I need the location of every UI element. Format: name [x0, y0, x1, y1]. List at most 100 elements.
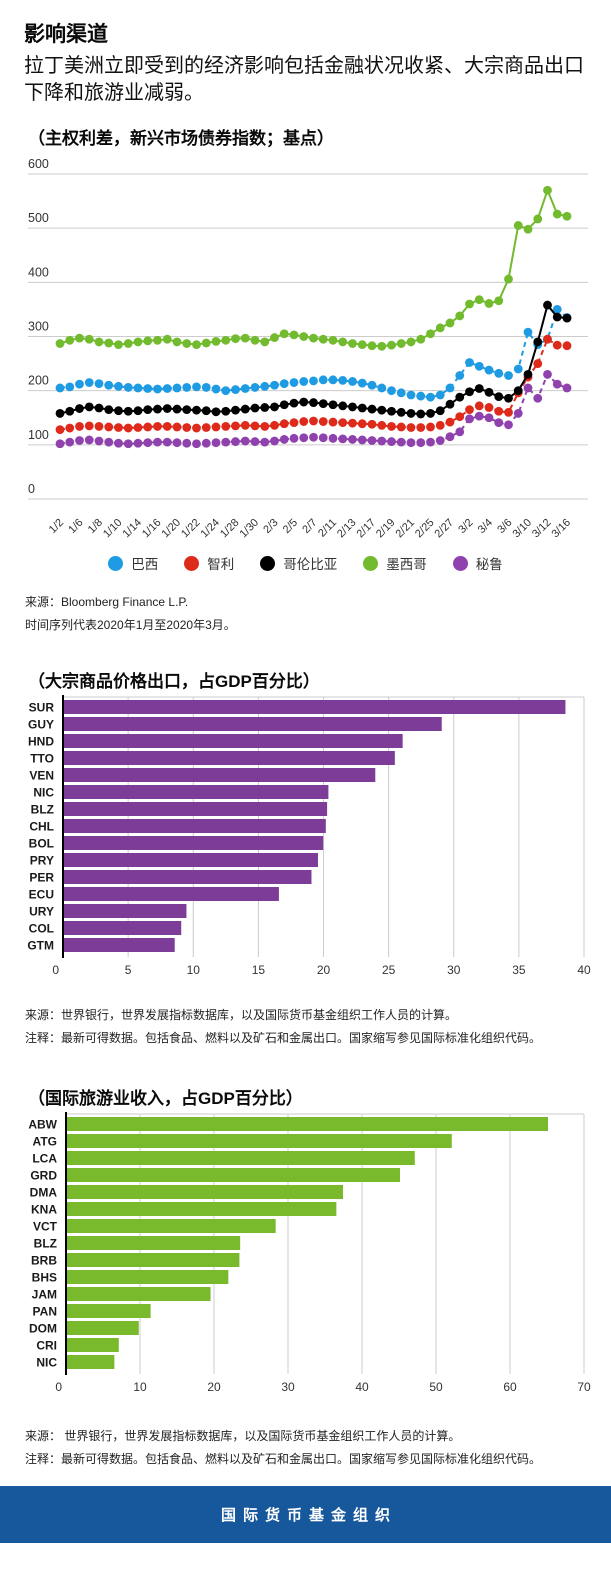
- data-point: [474, 361, 484, 371]
- data-point: [387, 437, 396, 446]
- data-point: [484, 387, 494, 397]
- bar-LCA: [67, 1151, 415, 1165]
- data-point: [328, 400, 338, 410]
- data-point: [367, 341, 377, 351]
- data-point: [533, 214, 543, 224]
- data-point: [153, 437, 162, 447]
- data-point: [416, 409, 426, 419]
- legend-dot: [184, 555, 200, 571]
- data-point: [182, 405, 192, 415]
- x-tick-label: 1/30: [237, 517, 261, 541]
- data-point: [231, 385, 240, 394]
- data-point: [299, 397, 309, 407]
- data-point: [474, 384, 484, 393]
- data-point: [416, 438, 426, 448]
- legend-item-秘鲁: 秘鲁: [452, 553, 503, 573]
- x-tick-label: 1/6: [66, 517, 85, 536]
- data-point: [328, 335, 338, 345]
- x-tick-label: 2/11: [316, 517, 339, 540]
- data-point: [406, 337, 416, 347]
- category-label-NIC: NIC: [33, 786, 54, 800]
- x-tick-label: 30: [447, 963, 461, 977]
- data-point: [123, 439, 133, 449]
- x-tick-label: 1/10: [101, 517, 125, 541]
- x-tick-label: 2/27: [432, 517, 456, 541]
- data-point: [182, 438, 192, 448]
- data-point: [367, 404, 377, 414]
- data-point: [123, 423, 133, 433]
- x-tick-label: 5: [125, 963, 132, 977]
- data-point: [328, 433, 338, 443]
- x-tick-label: 0: [52, 963, 59, 977]
- y-tick-label: 300: [28, 320, 49, 334]
- data-point: [123, 406, 133, 416]
- x-tick-label: 2/25: [413, 517, 437, 541]
- data-point: [260, 403, 270, 412]
- data-point: [455, 392, 465, 402]
- x-tick-label: 3/12: [530, 517, 554, 541]
- data-point: [357, 378, 367, 388]
- data-point: [367, 436, 377, 445]
- data-point: [338, 434, 348, 444]
- x-tick-label: 3/4: [476, 517, 495, 536]
- data-point: [182, 423, 192, 432]
- tourism-chart-heading: （国际旅游业收入，占GDP百分比）: [28, 1089, 303, 1108]
- data-point: [260, 337, 270, 347]
- data-point: [75, 333, 84, 343]
- data-point: [435, 406, 445, 416]
- data-point: [357, 435, 367, 445]
- x-tick-label: 15: [252, 963, 266, 977]
- data-point: [396, 339, 406, 348]
- data-point: [465, 414, 474, 424]
- bar-VCT: [67, 1219, 276, 1233]
- data-point: [240, 404, 250, 414]
- data-point: [182, 383, 192, 392]
- data-point: [231, 405, 240, 415]
- data-point: [543, 334, 552, 344]
- bar-GTM: [64, 938, 175, 952]
- category-label-GRD: GRD: [30, 1169, 57, 1183]
- data-point: [104, 380, 114, 390]
- line-chart-legend: 巴西 智利 哥伦比亚 墨西哥 秘鲁: [0, 551, 611, 575]
- data-point: [396, 407, 406, 417]
- data-point: [299, 332, 309, 341]
- data-point: [270, 402, 279, 412]
- data-point: [279, 400, 289, 410]
- legend-dot: [260, 555, 276, 571]
- source-line: 来源：Bloomberg Finance L.P.: [25, 595, 189, 609]
- data-point: [240, 333, 250, 343]
- y-tick-label: 100: [28, 428, 49, 442]
- data-point: [192, 439, 201, 449]
- legend-item-墨西哥: 墨西哥: [363, 553, 427, 573]
- data-point: [338, 375, 348, 385]
- data-point: [279, 435, 289, 444]
- data-point: [143, 438, 153, 448]
- data-point: [289, 378, 299, 387]
- note-line: 注释：最新可得数据。包括食品、燃料以及矿石和金属出口。国家缩写参见国际标准化组织…: [25, 1031, 542, 1045]
- data-point: [84, 435, 94, 445]
- data-point: [543, 300, 552, 310]
- note-line: 注释：最新可得数据。包括食品、燃料以及矿石和金属出口。国家缩写参见国际标准化组织…: [25, 1452, 542, 1466]
- data-point: [504, 371, 513, 380]
- data-point: [289, 418, 299, 428]
- data-point: [133, 423, 143, 432]
- line-chart-sources: 来源：Bloomberg Finance L.P. 时间序列代表2020年1月至…: [0, 591, 611, 637]
- legend-label: 墨西哥: [386, 557, 427, 572]
- data-point: [250, 383, 260, 392]
- category-label-PRY: PRY: [30, 854, 54, 868]
- data-point: [211, 407, 221, 417]
- bar-BRB: [67, 1253, 240, 1267]
- x-tick-label: 1/22: [179, 517, 203, 541]
- data-point: [75, 436, 84, 445]
- data-point: [114, 438, 123, 448]
- category-label-GUY: GUY: [28, 718, 54, 732]
- data-point: [231, 437, 240, 446]
- data-point: [552, 312, 562, 322]
- tourism-chart-sources: 来源： 世界银行，世界发展指标数据库，以及国际货币基金组织工作人员的计算。 注释…: [0, 1425, 611, 1471]
- data-point: [377, 341, 387, 351]
- data-point: [494, 392, 504, 402]
- x-tick-label: 20: [207, 1380, 221, 1394]
- x-tick-label: 1/14: [120, 517, 144, 541]
- data-point: [552, 379, 562, 389]
- data-point: [65, 406, 75, 416]
